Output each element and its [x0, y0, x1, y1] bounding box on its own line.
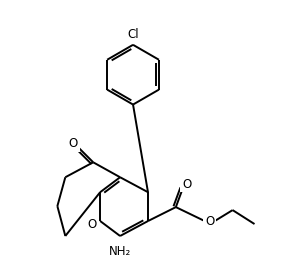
Text: O: O	[205, 214, 214, 228]
Text: O: O	[182, 178, 191, 191]
Text: Cl: Cl	[127, 28, 139, 41]
Text: O: O	[87, 218, 97, 231]
Text: NH₂: NH₂	[109, 245, 131, 258]
Text: O: O	[69, 137, 78, 150]
